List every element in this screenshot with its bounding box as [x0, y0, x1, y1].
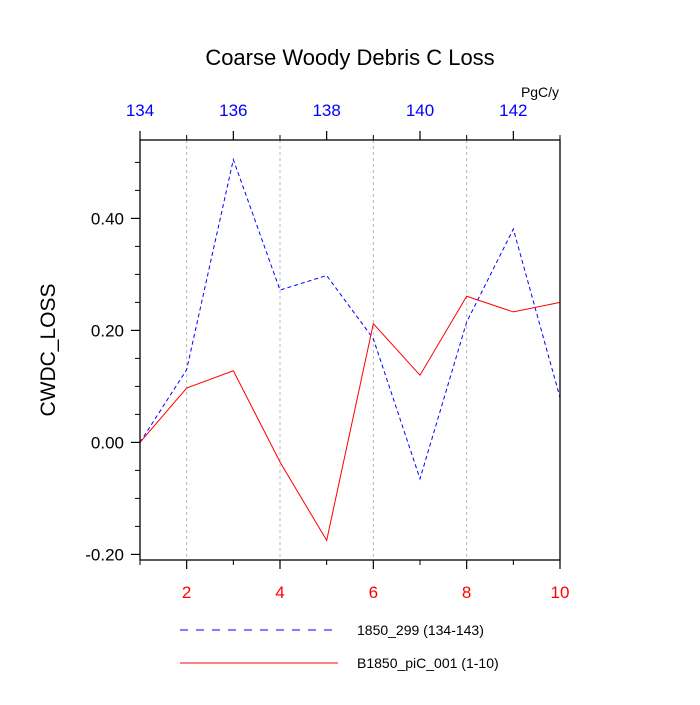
y-tick-label: 0.40 — [91, 209, 124, 228]
chart-title: Coarse Woody Debris C Loss — [205, 45, 494, 70]
x-tick-label-top: 142 — [499, 101, 527, 120]
x-tick-label-top: 138 — [312, 101, 340, 120]
series-line-1 — [139, 157, 561, 481]
series-line-2 — [139, 295, 561, 542]
x-tick-label-bottom: 10 — [551, 583, 570, 602]
y-tick-label: 0.00 — [91, 433, 124, 452]
x-tick-label-bottom: 8 — [462, 583, 471, 602]
axis-layer: 2 4 6 8 10 134 136 138 140 142 -0.20 0.00 0.20 0.40 — [85, 101, 569, 602]
x-tick-label-bottom: 4 — [275, 583, 284, 602]
units-label: PgC/y — [521, 84, 559, 100]
x-tick-label-top: 140 — [406, 101, 434, 120]
y-axis-label: CWDC_LOSS — [37, 283, 60, 416]
y-tick-label: 0.20 — [91, 321, 124, 340]
legend-label-2: B1850_piC_001 (1-10) — [357, 655, 499, 671]
x-tick-label-bottom: 6 — [369, 583, 378, 602]
plot-frame — [139, 139, 561, 561]
legend: 1850_299 (134-143) B1850_piC_001 (1-10) — [180, 622, 499, 671]
legend-label-1: 1850_299 (134-143) — [357, 622, 484, 638]
y-tick-label: -0.20 — [85, 545, 124, 564]
x-tick-label-top: 134 — [126, 101, 154, 120]
series-layer — [139, 157, 561, 542]
grid-layer — [186, 140, 468, 560]
x-tick-label-top: 136 — [219, 101, 247, 120]
x-tick-label-bottom: 2 — [182, 583, 191, 602]
